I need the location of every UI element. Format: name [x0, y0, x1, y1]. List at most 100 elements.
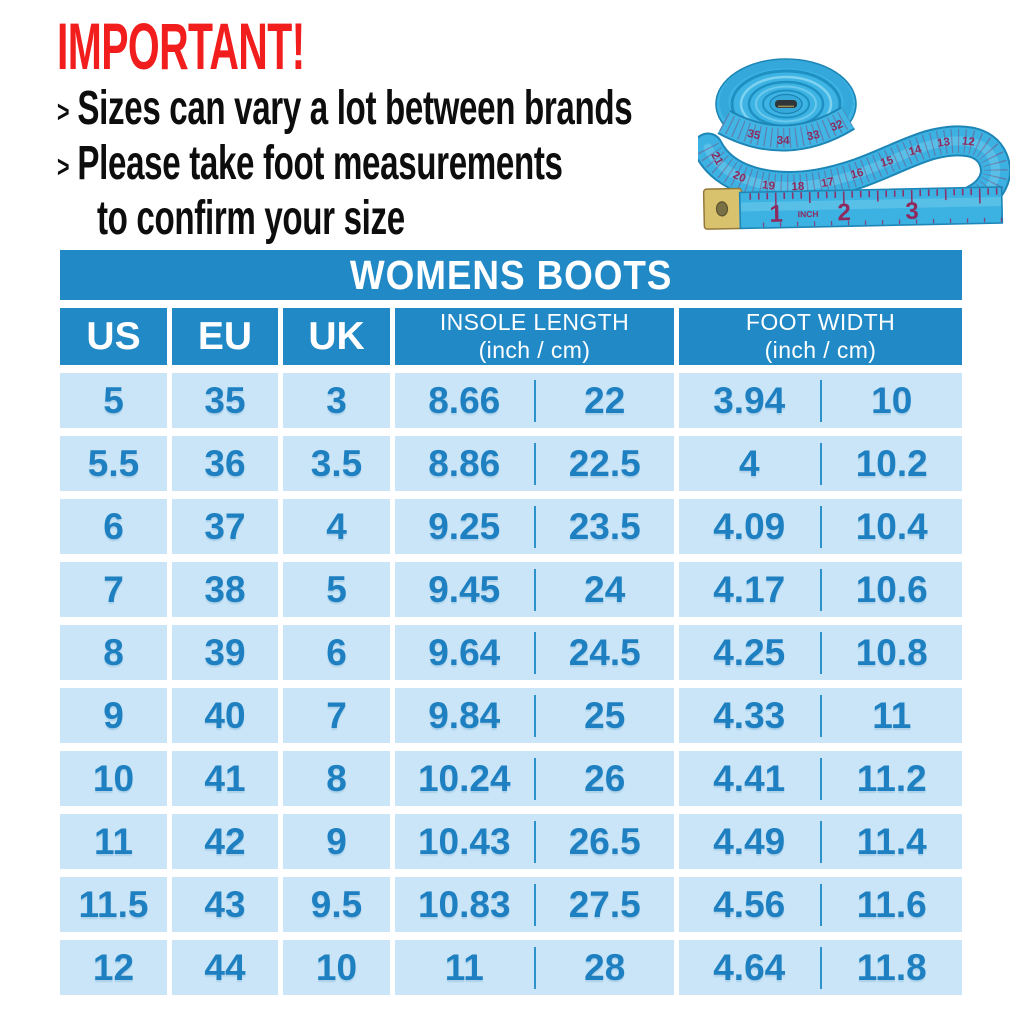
cell-insole-cm: 23.5	[568, 505, 641, 547]
table-row: 11 42 9 10.43 26.5 4.49 11.4	[60, 814, 962, 869]
cell-eu-size: 35	[172, 373, 278, 428]
cell-eu-size: 38	[172, 562, 278, 617]
table-row: 6 37 4 9.25 23.5 4.09 10.4	[60, 499, 962, 554]
table-row: 5 35 3 8.66 22 3.94 10	[60, 373, 962, 428]
tape-swoosh: 21 20 19 18 17 16 15 14 13 12	[692, 125, 1011, 216]
table-header-row: US EU UK INSOLE LENGTH (inch / cm) FOOT …	[60, 308, 962, 365]
cell-insole-cm: 26.5	[568, 820, 641, 862]
cell-width-inch: 4.25	[713, 631, 786, 673]
inch-cm-divider	[533, 758, 536, 800]
cell-us-size: 7	[60, 562, 167, 617]
cell-insole-cm: 24.5	[568, 631, 641, 673]
cell-insole-length: 10.43 26.5	[395, 814, 674, 869]
inch-cm-divider	[533, 380, 536, 422]
tape-coil: 35 34 33 32	[715, 58, 857, 152]
cell-insole-cm: 22	[584, 379, 626, 421]
cell-uk-size: 9	[283, 814, 390, 869]
cell-width-inch: 4.41	[713, 757, 786, 799]
cell-width-inch: 4	[738, 442, 760, 484]
cell-width-inch: 4.49	[713, 820, 786, 862]
cell-us-size: 5.5	[60, 436, 167, 491]
cell-insole-inch: 11	[444, 946, 484, 988]
cell-width-cm: 10	[871, 379, 913, 421]
inch-cm-divider	[819, 947, 822, 989]
inch-cm-divider	[533, 947, 536, 989]
table-row: 5.5 36 3.5 8.86 22.5 4 10.2	[60, 436, 962, 491]
cell-uk-size: 9.5	[283, 877, 390, 932]
cell-uk-size: 7	[283, 688, 390, 743]
notice-line-3: to confirm your size	[57, 191, 891, 246]
bullet-arrow-icon: >	[57, 149, 70, 185]
cell-insole-length: 9.45 24	[395, 562, 674, 617]
cell-us-size: 11	[60, 814, 167, 869]
cell-width-inch: 4.33	[713, 694, 786, 736]
cell-width-cm: 11	[872, 694, 912, 736]
cell-insole-length: 11 28	[395, 940, 674, 995]
inch-cm-divider	[819, 380, 822, 422]
inch-cm-divider	[533, 506, 536, 548]
tape-number: 12	[961, 135, 975, 148]
table-title-bar: WOMENS BOOTS	[60, 250, 962, 300]
cell-insole-cm: 25	[584, 694, 626, 736]
cell-us-size: 9	[60, 688, 167, 743]
cell-uk-size: 8	[283, 751, 390, 806]
tape-number: 1	[769, 201, 783, 228]
cell-foot-width: 4 10.2	[679, 436, 962, 491]
table-row: 7 38 5 9.45 24 4.17 10.6	[60, 562, 962, 617]
cell-width-cm: 10.2	[855, 442, 928, 484]
important-heading: IMPORTANT!	[57, 9, 305, 83]
table-row: 12 44 10 11 28 4.64 11.8	[60, 940, 962, 995]
notice-line-text: to confirm your size	[97, 192, 405, 246]
tape-number: 17	[820, 176, 835, 190]
cell-eu-size: 40	[172, 688, 278, 743]
col-header-us: US	[60, 308, 167, 365]
cell-width-cm: 10.6	[855, 568, 928, 610]
table-row: 8 39 6 9.64 24.5 4.25 10.8	[60, 625, 962, 680]
tape-number: 2	[837, 199, 851, 226]
col-header-label: FOOT WIDTH	[745, 308, 896, 335]
inch-cm-divider	[533, 821, 536, 863]
col-header-insole-length: INSOLE LENGTH (inch / cm)	[395, 308, 674, 365]
cell-us-size: 10	[60, 751, 167, 806]
cell-width-cm: 11.8	[856, 946, 927, 988]
tape-number: 16	[849, 167, 865, 182]
bullet-arrow-icon: >	[57, 94, 70, 130]
cell-insole-inch: 10.43	[417, 820, 511, 862]
cell-foot-width: 4.25 10.8	[679, 625, 962, 680]
tape-number: 21	[708, 150, 725, 167]
tape-number: 18	[791, 181, 805, 193]
cell-insole-inch: 9.45	[428, 568, 501, 610]
cell-foot-width: 4.49 11.4	[679, 814, 962, 869]
notice-line-2: > Please take foot measurements	[57, 136, 891, 191]
cell-insole-inch: 10.24	[417, 757, 511, 799]
cell-insole-inch: 9.25	[428, 505, 501, 547]
tape-number: 13	[936, 136, 950, 150]
cell-foot-width: 3.94 10	[679, 373, 962, 428]
cell-width-inch: 4.56	[713, 883, 786, 925]
cell-insole-inch: 10.83	[417, 883, 511, 925]
cell-insole-length: 9.84 25	[395, 688, 674, 743]
cell-eu-size: 43	[172, 877, 278, 932]
cell-uk-size: 5	[283, 562, 390, 617]
cell-eu-size: 42	[172, 814, 278, 869]
cell-width-cm: 11.4	[856, 820, 927, 862]
cell-insole-length: 8.66 22	[395, 373, 674, 428]
cell-insole-inch: 9.84	[428, 694, 501, 736]
cell-us-size: 11.5	[60, 877, 167, 932]
measuring-tape-image: 21 20 19 18 17 16 15 14 13 12 1 2 3 INCH 35 34 33 32	[692, 44, 1011, 244]
cell-uk-size: 6	[283, 625, 390, 680]
cell-insole-length: 9.64 24.5	[395, 625, 674, 680]
inch-cm-divider	[533, 443, 536, 485]
cell-us-size: 5	[60, 373, 167, 428]
size-table: WOMENS BOOTS US EU UK INSOLE LENGTH (inc…	[60, 250, 962, 995]
col-header-sublabel: (inch / cm)	[478, 336, 591, 363]
cell-insole-cm: 28	[584, 946, 626, 988]
col-header-foot-width: FOOT WIDTH (inch / cm)	[679, 308, 962, 365]
inch-cm-divider	[819, 758, 822, 800]
cell-width-inch: 4.09	[713, 505, 786, 547]
table-row: 10 41 8 10.24 26 4.41 11.2	[60, 751, 962, 806]
tape-number: 15	[879, 154, 895, 170]
cell-width-cm: 11.6	[856, 883, 927, 925]
col-header-label: INSOLE LENGTH	[439, 308, 630, 335]
